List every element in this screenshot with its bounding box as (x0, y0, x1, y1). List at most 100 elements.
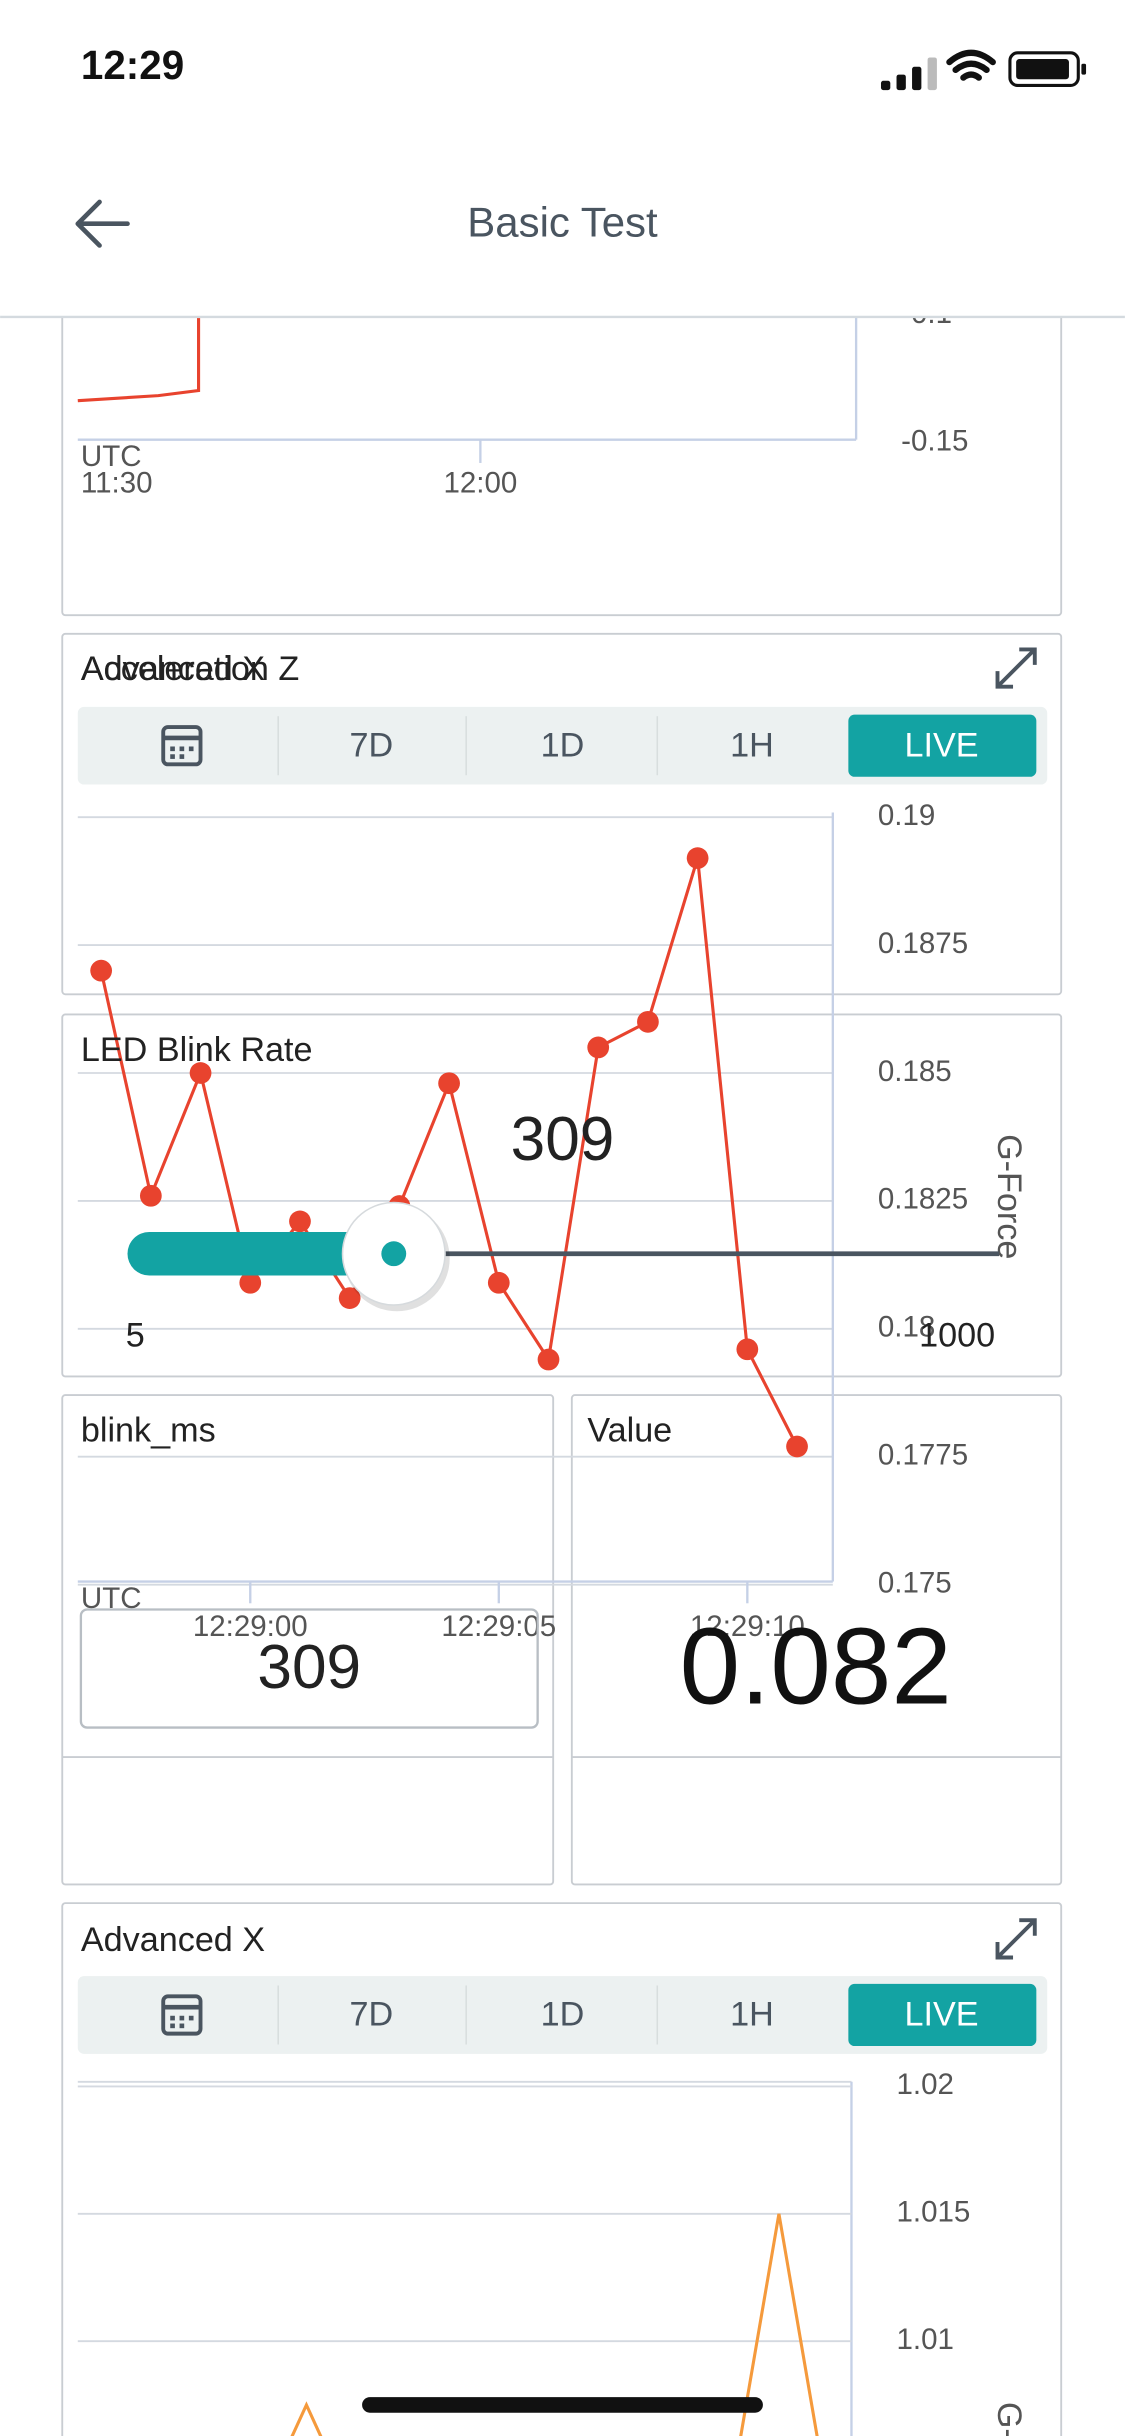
data-point (90, 959, 113, 982)
battery-outline (1008, 51, 1080, 87)
header-background (0, 0, 1125, 317)
widget-panel (570, 1394, 1063, 1886)
calendar-icon (170, 746, 175, 752)
data-point (189, 1062, 212, 1084)
live-button[interactable] (848, 1983, 1037, 2047)
calendar-icon (170, 754, 175, 759)
y-tick-label: 1.01 (897, 2323, 954, 2356)
value-display: 0.082 (680, 1606, 952, 1727)
data-point (289, 1210, 311, 1233)
y-tick-label: 0.19 (878, 799, 935, 832)
widget-title: blink_ms (81, 1411, 216, 1449)
data-point (587, 1036, 610, 1059)
calendar-icon (161, 725, 203, 767)
y-tick-label: 0.1775 (878, 1439, 968, 1472)
data-point (338, 1287, 361, 1309)
slider-min: 5 (126, 1317, 145, 1355)
data-point (736, 1338, 759, 1361)
data-point (537, 1348, 560, 1371)
live-button[interactable] (848, 714, 1037, 777)
expand-icon (995, 1918, 1037, 1960)
widget-panel (61, 1013, 1063, 1378)
x-tick-label: 11:30 (81, 467, 153, 500)
y-tick-label: 0.18 (878, 1311, 935, 1344)
widget-panel (61, 1902, 1063, 2436)
battery-cap (1081, 63, 1087, 75)
tab-label[interactable]: LIVE (905, 1996, 979, 2034)
calendar-icon (179, 754, 185, 759)
calendar-icon (170, 2023, 175, 2029)
y-tick-label: -0.15 (901, 425, 968, 458)
data-point (637, 1010, 659, 1033)
tab-label[interactable]: 1H (730, 726, 774, 764)
widget-title: Advanced X (81, 650, 265, 688)
calendar-icon (188, 2015, 194, 2021)
expand-icon (995, 647, 1037, 689)
calendar-icon (179, 2023, 185, 2029)
y-tick-label: 0.185 (878, 1055, 952, 1088)
tab-label[interactable]: 1D (541, 1996, 585, 2034)
data-point (786, 1435, 808, 1458)
calendar-icon (179, 2015, 185, 2021)
expand-button[interactable] (995, 1918, 1037, 1960)
x-tick-label: 12:00 (443, 467, 517, 500)
y-tick-label: 1.015 (897, 2196, 971, 2229)
signal-bar (927, 57, 937, 91)
calendar-icon (179, 746, 185, 752)
tab-label[interactable]: 7D (350, 726, 394, 764)
slider-max: 1000 (919, 1317, 995, 1355)
y-tick-label: 0.1875 (878, 927, 968, 960)
y-tick-label: 0.175 (878, 1566, 952, 1599)
tab-label[interactable]: 1H (730, 1996, 774, 2034)
y-axis-label: G-Force (990, 1134, 1028, 1259)
input-value[interactable]: 309 (257, 1633, 361, 1702)
tab-bar (77, 1976, 1048, 2054)
y-tick-label: 0.1825 (878, 1183, 968, 1216)
wifi-icon (946, 49, 996, 81)
slider-value: 309 (511, 1105, 615, 1174)
widget-title: Acceleration Z (81, 650, 299, 688)
calendar-icon (188, 746, 194, 752)
y-tick-label: 1.02 (897, 2068, 954, 2101)
calendar-icon (170, 2015, 175, 2021)
data-point (239, 1271, 262, 1294)
battery-level (1016, 59, 1069, 80)
back-button[interactable] (75, 199, 130, 248)
expand-button[interactable] (995, 647, 1037, 689)
x-tick-label: 12:29:05 (441, 1610, 556, 1643)
tab-label[interactable]: 1D (541, 726, 585, 764)
signal-bar (896, 74, 906, 91)
data-point (438, 1072, 460, 1095)
time-range-tabs: 7D 1D 1H LIVE (77, 1976, 1048, 2054)
widget-panel (61, 632, 1063, 996)
y-axis-label: G-Force (990, 2402, 1028, 2436)
widget-panel (61, 1394, 555, 1886)
number-input[interactable] (79, 1608, 539, 1729)
time-range-tabs: 7D 1D 1H LIVE (77, 706, 1048, 785)
data-point (686, 847, 709, 869)
tab-label[interactable]: 7D (350, 1996, 394, 2034)
data-line (77, 264, 201, 403)
signal-bar (912, 66, 922, 91)
calendar-button[interactable] (161, 725, 203, 767)
tab-label[interactable]: LIVE (905, 726, 979, 764)
widget-title: LED Blink Rate (81, 1031, 313, 1069)
signal-bar (880, 80, 891, 91)
calendar-icon (161, 1994, 203, 2036)
x-axis-label: UTC (81, 440, 142, 473)
slider-fill[interactable] (127, 1231, 394, 1276)
slider-knob-dot (381, 1241, 407, 1267)
calendar-button[interactable] (161, 1994, 203, 2036)
home-indicator (362, 2397, 763, 2413)
widget-title: Advanced X (81, 1921, 265, 1959)
status-time: 12:29 (81, 42, 184, 88)
data-point (139, 1184, 162, 1207)
x-tick-label: 12:29:10 (690, 1610, 805, 1643)
header-title: Basic Test (467, 198, 658, 245)
widget-title: Value (587, 1411, 672, 1449)
x-tick-label: 12:29:00 (193, 1610, 308, 1643)
data-line (99, 857, 799, 1448)
data-point (487, 1271, 510, 1294)
